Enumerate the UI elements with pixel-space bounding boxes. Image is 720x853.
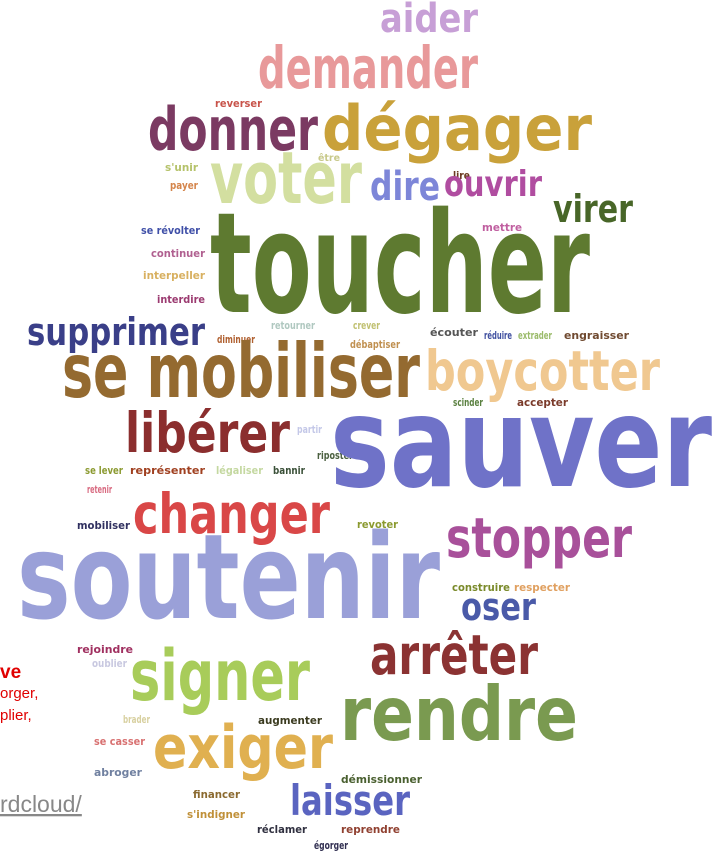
word: laisser xyxy=(290,776,410,825)
word: dire xyxy=(370,164,440,210)
word: se révolter xyxy=(141,224,200,237)
word: boycotter xyxy=(425,339,660,403)
word: être xyxy=(318,152,340,164)
word: donner xyxy=(148,95,318,165)
word: abroger xyxy=(94,766,143,779)
word: bannir xyxy=(273,464,305,477)
cut-off-text: plier, xyxy=(0,707,32,724)
word: construire xyxy=(452,581,510,594)
word: revoter xyxy=(357,518,399,531)
word: financer xyxy=(193,788,241,801)
word: s'indigner xyxy=(187,808,246,821)
word: demander xyxy=(258,34,478,102)
word: rendre xyxy=(340,670,578,758)
word: reverser xyxy=(215,97,263,110)
word: mettre xyxy=(482,221,522,234)
word: brader xyxy=(123,713,150,726)
cut-off-heading: ve xyxy=(0,662,21,683)
word: rejoindre xyxy=(77,643,133,656)
word: stopper xyxy=(446,506,632,570)
word: augmenter xyxy=(258,714,323,727)
word: interpeller xyxy=(143,269,206,282)
word: légaliser xyxy=(216,464,263,477)
word: réclamer xyxy=(257,823,308,836)
word: exiger xyxy=(153,713,333,783)
word: reprendre xyxy=(341,823,400,836)
word: scinder xyxy=(453,396,483,409)
word: supprimer xyxy=(27,310,205,354)
word: s'unir xyxy=(165,161,199,174)
word: retenir xyxy=(87,483,112,496)
word: réduire xyxy=(484,329,512,342)
word: dégager xyxy=(322,92,592,165)
word: représenter xyxy=(130,464,206,477)
word: mobiliser xyxy=(77,519,131,532)
word: ouvrir xyxy=(444,164,542,205)
word: interdire xyxy=(157,293,205,306)
word: se casser xyxy=(94,735,146,748)
word: lire xyxy=(453,169,470,182)
word: débaptiser xyxy=(350,338,400,351)
word: extrader xyxy=(518,329,552,342)
word: arrêter xyxy=(370,623,538,687)
word: riposter xyxy=(317,449,353,462)
word: libérer xyxy=(125,401,290,465)
word: oublier xyxy=(92,657,127,670)
word: changer xyxy=(133,482,330,546)
word: accepter xyxy=(517,396,569,409)
cut-off-text: orger, xyxy=(0,685,38,702)
word: engraisser xyxy=(564,329,630,342)
word: retourner xyxy=(271,319,315,332)
cut-off-link[interactable]: rdcloud/ xyxy=(0,791,82,817)
word: démissionner xyxy=(341,773,423,786)
word: voter xyxy=(210,136,362,220)
word: partir xyxy=(297,423,322,436)
word: crever xyxy=(353,319,380,332)
word: signer xyxy=(130,635,310,717)
word: se lever xyxy=(85,464,123,477)
word: aider xyxy=(380,0,478,42)
word: virer xyxy=(553,187,633,231)
word: respecter xyxy=(514,581,571,594)
word: sauver xyxy=(330,371,712,516)
word: oser xyxy=(461,585,536,629)
word: écouter xyxy=(430,326,479,339)
word: se mobiliser xyxy=(62,327,420,415)
word: diminuer xyxy=(217,333,255,346)
word: égorger xyxy=(314,839,348,852)
word: payer xyxy=(170,179,198,192)
word: soutenir xyxy=(17,508,440,646)
word: toucher xyxy=(210,183,590,346)
word: continuer xyxy=(151,247,206,260)
